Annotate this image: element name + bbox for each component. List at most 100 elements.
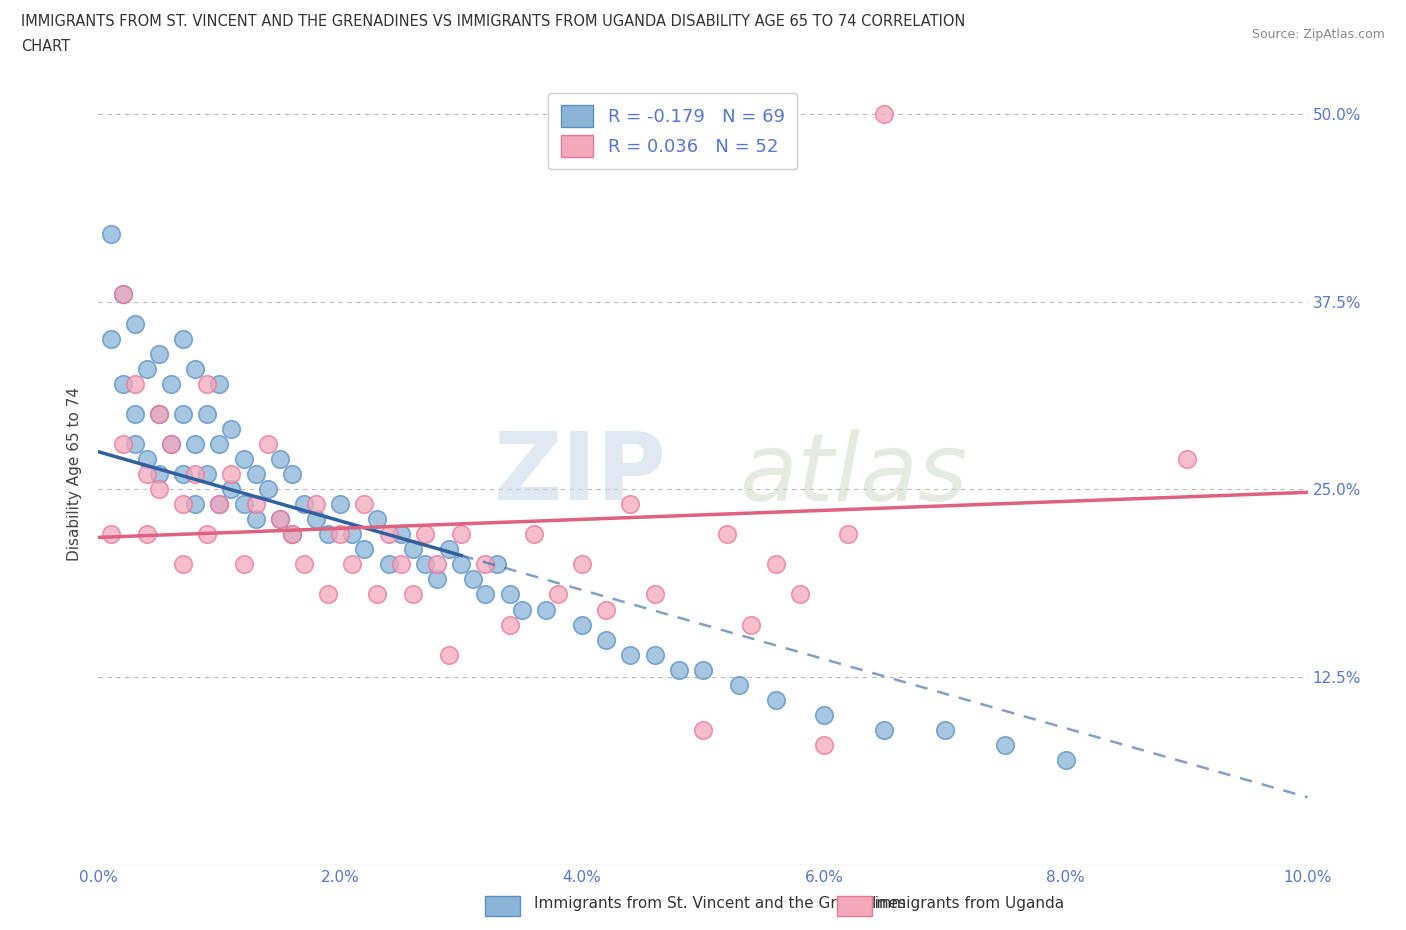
Point	[595, 632, 617, 647]
Text: IMMIGRANTS FROM ST. VINCENT AND THE GRENADINES VS IMMIGRANTS FROM UGANDA DISABIL: IMMIGRANTS FROM ST. VINCENT AND THE GREN…	[21, 14, 966, 29]
Point	[1175, 452, 1198, 467]
Point	[740, 618, 762, 632]
Point	[644, 587, 666, 602]
Point	[111, 286, 134, 301]
Point	[232, 497, 254, 512]
Point	[342, 557, 364, 572]
Point	[377, 557, 399, 572]
Point	[389, 527, 412, 542]
Point	[547, 587, 569, 602]
Point	[692, 723, 714, 737]
Point	[172, 467, 194, 482]
Point	[232, 557, 254, 572]
Point	[195, 377, 218, 392]
Point	[245, 497, 267, 512]
Point	[148, 467, 170, 482]
Point	[873, 723, 896, 737]
Point	[305, 497, 328, 512]
Point	[402, 542, 425, 557]
Point	[994, 737, 1017, 752]
Point	[292, 497, 315, 512]
Point	[208, 497, 231, 512]
Point	[595, 602, 617, 617]
Point	[111, 286, 134, 301]
Point	[208, 437, 231, 452]
Point	[124, 406, 146, 421]
Point	[135, 527, 157, 542]
Point	[765, 557, 787, 572]
Point	[124, 316, 146, 331]
Point	[281, 527, 304, 542]
Point	[316, 587, 339, 602]
Point	[716, 527, 738, 542]
Point	[269, 512, 291, 526]
Point	[463, 572, 485, 587]
Point	[100, 527, 122, 542]
Point	[728, 677, 751, 692]
Point	[619, 647, 641, 662]
Point	[135, 452, 157, 467]
Y-axis label: Disability Age 65 to 74: Disability Age 65 to 74	[67, 387, 83, 562]
Point	[353, 542, 375, 557]
Point	[208, 497, 231, 512]
Point	[281, 527, 304, 542]
Point	[789, 587, 811, 602]
Point	[329, 527, 352, 542]
Point	[510, 602, 533, 617]
Point	[172, 332, 194, 347]
Point	[245, 512, 267, 526]
Point	[305, 512, 328, 526]
Point	[389, 557, 412, 572]
Point	[692, 662, 714, 677]
Text: atlas: atlas	[740, 429, 967, 520]
Legend: R = -0.179   N = 69, R = 0.036   N = 52: R = -0.179 N = 69, R = 0.036 N = 52	[548, 93, 797, 169]
Point	[571, 557, 593, 572]
Point	[221, 482, 243, 497]
Point	[100, 332, 122, 347]
Point	[316, 527, 339, 542]
Point	[221, 422, 243, 437]
Point	[184, 437, 207, 452]
Point	[245, 467, 267, 482]
Point	[873, 106, 896, 121]
Text: Source: ZipAtlas.com: Source: ZipAtlas.com	[1251, 28, 1385, 41]
Point	[124, 377, 146, 392]
Point	[353, 497, 375, 512]
Point	[342, 527, 364, 542]
Point	[426, 557, 449, 572]
Point	[292, 557, 315, 572]
Text: ZIP: ZIP	[494, 429, 666, 520]
Point	[426, 572, 449, 587]
Point	[160, 437, 183, 452]
Point	[619, 497, 641, 512]
Point	[195, 467, 218, 482]
Point	[195, 406, 218, 421]
Point	[1054, 752, 1077, 767]
Point	[366, 512, 388, 526]
Point	[160, 377, 183, 392]
Point	[450, 527, 472, 542]
Point	[668, 662, 690, 677]
Point	[269, 452, 291, 467]
Point	[256, 482, 278, 497]
Point	[474, 557, 496, 572]
Point	[450, 557, 472, 572]
Point	[232, 452, 254, 467]
Point	[269, 512, 291, 526]
Point	[523, 527, 546, 542]
Point	[148, 406, 170, 421]
Point	[377, 527, 399, 542]
Point	[221, 467, 243, 482]
Point	[934, 723, 956, 737]
Point	[100, 227, 122, 242]
Point	[813, 707, 835, 722]
Text: Immigrants from Uganda: Immigrants from Uganda	[872, 897, 1064, 911]
Point	[148, 406, 170, 421]
Point	[148, 482, 170, 497]
Point	[281, 467, 304, 482]
Point	[135, 362, 157, 377]
Point	[124, 437, 146, 452]
Point	[644, 647, 666, 662]
Point	[148, 347, 170, 362]
Point	[474, 587, 496, 602]
